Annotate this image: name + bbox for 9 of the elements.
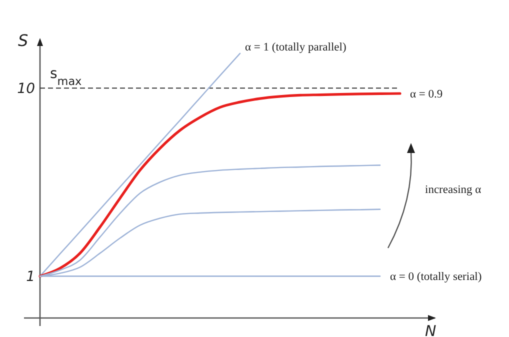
series-label: α = 0.9	[410, 88, 443, 101]
ref-line-label: s$_{max}$	[50, 66, 82, 88]
y-tick-label: 10	[17, 80, 36, 97]
series-label: α = 0 (totally serial)	[390, 271, 482, 284]
series-label: α = 1 (totally parallel)	[245, 41, 346, 54]
y-axis-title: S	[18, 31, 28, 50]
text: increasing α	[425, 184, 482, 196]
x-axis-title: N	[425, 322, 436, 337]
y-tick-label: 1	[26, 269, 35, 286]
